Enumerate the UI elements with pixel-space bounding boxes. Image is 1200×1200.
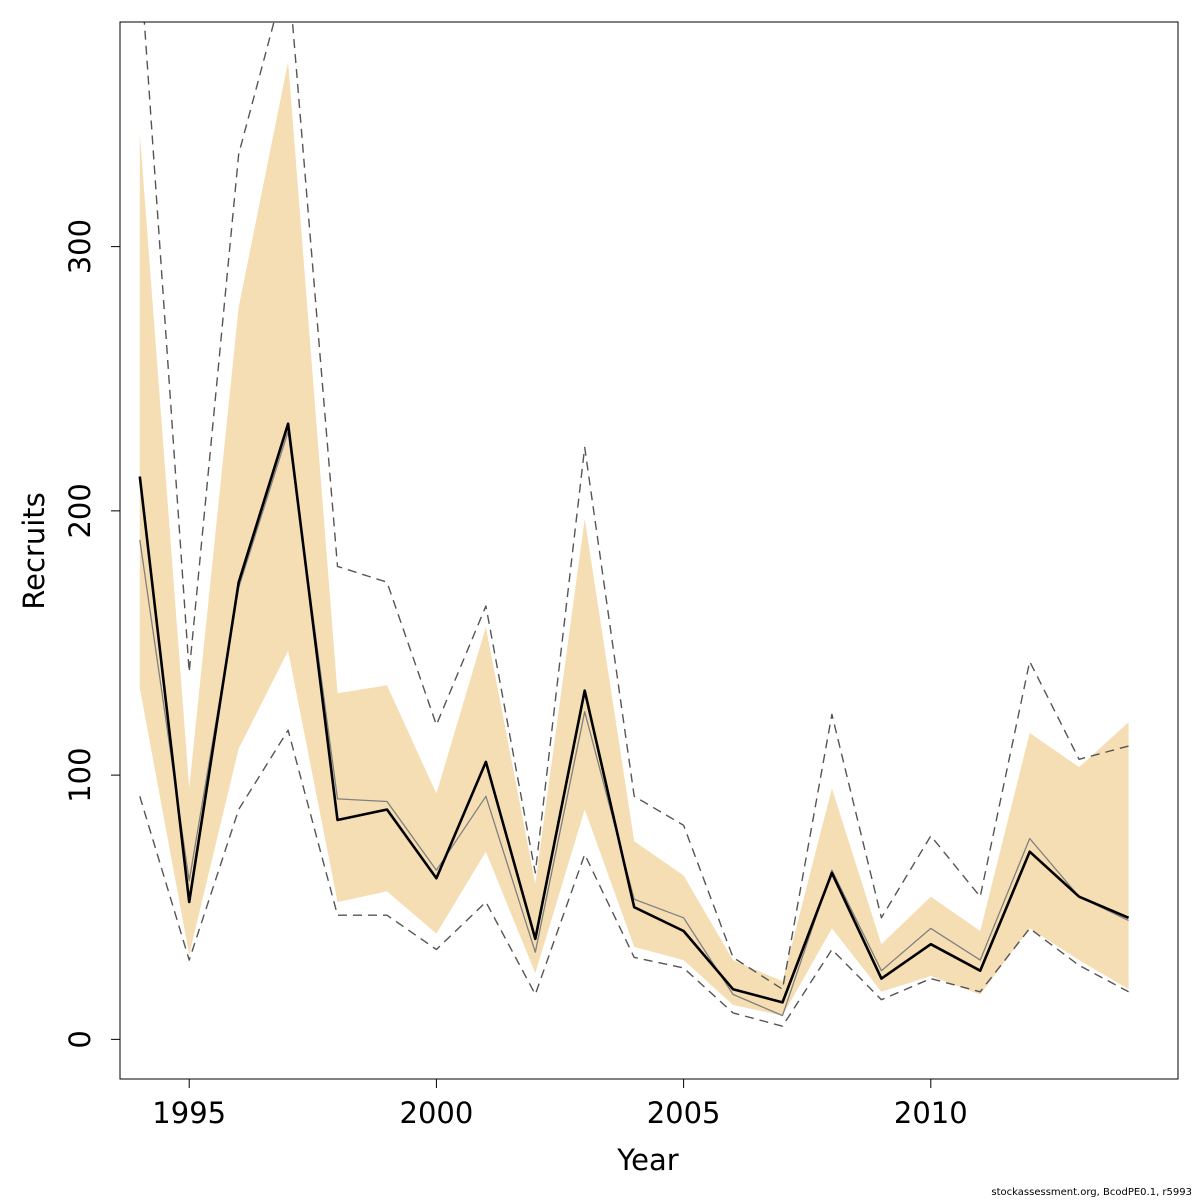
lower-dashed-bound-line (139, 729, 1129, 1027)
confidence-band (139, 61, 1129, 1016)
x-axis-title: Year (616, 1143, 678, 1177)
y-tick-label: 100 (63, 747, 97, 802)
confidence-band-layer (139, 61, 1129, 1016)
upper-dashed-bound-line (143, 22, 1129, 990)
x-tick-label: 2010 (894, 1096, 968, 1130)
y-tick-label: 200 (63, 483, 97, 538)
footer-credit: stockassessment.org, BcodPE0.1, r5993 (991, 1187, 1192, 1198)
estimate-line (138, 422, 1130, 1004)
y-axis-title: Recruits (17, 492, 51, 609)
axes-layer: 1995 2000 2005 2010 0 100 200 300 (63, 219, 968, 1130)
x-tick-label: 2005 (647, 1096, 721, 1130)
y-tick-label: 0 (63, 1030, 97, 1048)
x-tick-label: 1995 (152, 1096, 226, 1130)
series-layer (138, 22, 1130, 1027)
y-tick-label: 300 (63, 219, 97, 274)
x-tick-label: 2000 (400, 1096, 474, 1130)
